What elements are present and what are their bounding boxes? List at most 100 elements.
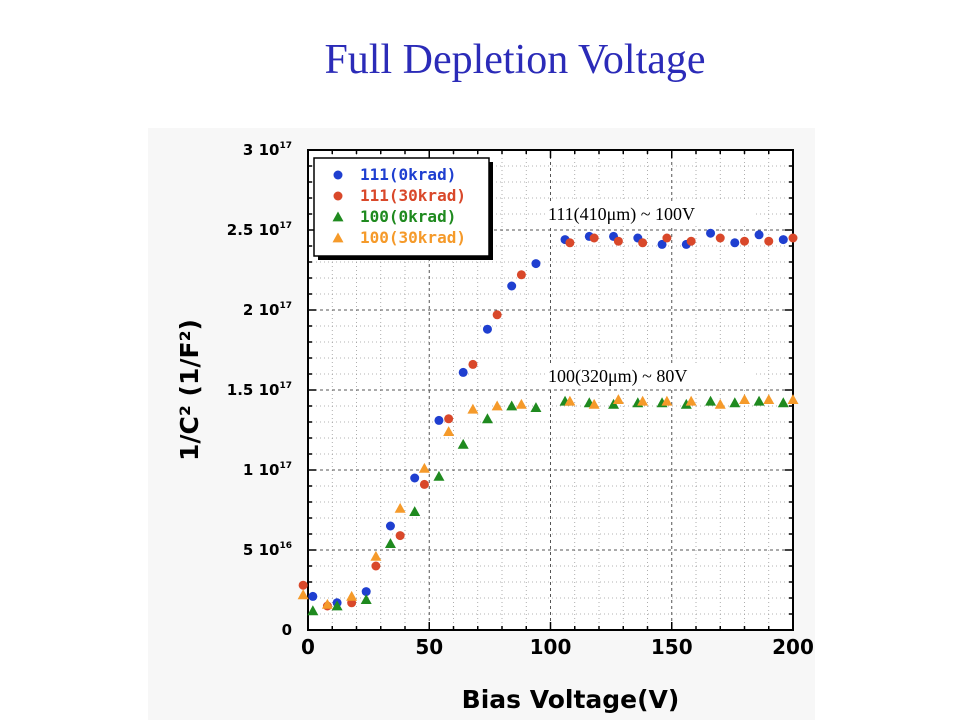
x-tick-label: 50 (415, 635, 443, 659)
data-point (730, 238, 740, 248)
legend-box (313, 157, 490, 257)
data-point (565, 238, 575, 248)
data-point (444, 414, 454, 424)
legend-label: 100(0krad) (360, 207, 456, 226)
data-point (613, 236, 623, 246)
data-point (530, 402, 542, 412)
data-point (298, 580, 308, 590)
annotation-label: 111(410μm) ~ 100V (548, 204, 695, 225)
data-points (297, 228, 799, 616)
data-point (754, 230, 764, 240)
data-point (564, 395, 576, 406)
data-point (482, 324, 492, 334)
chart: 0 50 100 150 200 0 5 1016 1 1017 1.5 1017 2 1017 2… (175, 141, 814, 714)
data-point (739, 394, 750, 404)
y-tick-label: 3 1017 (243, 141, 292, 159)
data-point (433, 470, 445, 481)
y-tick-label: 5 1016 (243, 541, 292, 559)
data-point (740, 236, 749, 246)
data-point (467, 403, 479, 414)
data-point (588, 398, 600, 409)
data-point (360, 594, 372, 604)
y-tick-label: 2.5 1017 (227, 221, 292, 239)
data-point (777, 397, 789, 408)
x-tick-label: 0 (301, 635, 315, 659)
data-point (321, 598, 333, 609)
data-point (662, 233, 672, 243)
data-point (481, 413, 493, 424)
data-point (307, 605, 319, 616)
data-point (516, 270, 526, 280)
legend: 111(0krad) 111(30krad) 100(0krad) 100(30kra… (313, 157, 493, 260)
data-point (297, 589, 309, 600)
data-point (753, 395, 765, 406)
data-point (764, 236, 774, 246)
data-point (419, 479, 429, 489)
data-point (515, 398, 527, 409)
data-point (410, 473, 420, 483)
y-axis-title: 1/C² (1/F²) (175, 319, 204, 461)
data-point (657, 239, 667, 249)
data-point (443, 426, 455, 436)
axes: 0 50 100 150 200 0 5 1016 1 1017 1.5 1017 2 1017 2… (175, 141, 814, 714)
data-point (346, 590, 358, 601)
data-point (763, 394, 775, 404)
data-point (788, 233, 798, 243)
legend-marker (332, 211, 344, 222)
data-point (685, 395, 697, 406)
annotation-bg (546, 202, 756, 226)
x-tick-label: 200 (772, 635, 814, 659)
x-axis-title: Bias Voltage(V) (462, 685, 680, 714)
annotation-bg (546, 364, 756, 388)
data-point (371, 561, 381, 571)
data-point (638, 238, 648, 248)
data-point (705, 395, 717, 406)
plot-panel: 0 50 100 150 200 0 5 1016 1 1017 1.5 1017 2 1017 2… (148, 128, 815, 720)
data-point (778, 235, 788, 245)
legend-marker (332, 232, 344, 243)
data-point (589, 233, 599, 243)
data-point (370, 550, 382, 561)
data-point (787, 394, 799, 404)
data-point (308, 591, 318, 601)
slide-title: Full Depletion Voltage (324, 37, 706, 83)
data-point (506, 400, 518, 411)
data-point (394, 502, 406, 513)
annotation-label: 100(320μm) ~ 80V (548, 366, 687, 387)
data-point (409, 506, 421, 516)
x-tick-label: 150 (651, 635, 693, 659)
x-tick-label: 100 (530, 635, 572, 659)
data-point (714, 398, 726, 409)
data-point (458, 367, 468, 377)
data-point (637, 395, 649, 406)
data-point (507, 281, 517, 291)
legend-marker (333, 191, 343, 201)
y-tick-label: 0 (282, 621, 292, 639)
data-point (612, 394, 624, 404)
y-tick-label: 2 1017 (243, 301, 292, 319)
data-point (468, 359, 478, 369)
data-point (361, 587, 371, 597)
data-point (729, 397, 741, 408)
data-point (395, 531, 405, 541)
legend-label: 111(30krad) (360, 186, 466, 205)
data-point (385, 521, 395, 531)
legend-label: 111(0krad) (360, 165, 456, 184)
data-point (680, 398, 692, 409)
annotations: 111(410μm) ~ 100V 100(320μm) ~ 80V (546, 202, 756, 388)
data-point (331, 600, 343, 611)
data-point (686, 236, 696, 246)
data-point (457, 438, 469, 449)
data-point (434, 415, 444, 425)
y-tick-label: 1 1017 (243, 461, 292, 479)
data-point (491, 400, 503, 411)
legend-marker (333, 170, 343, 180)
data-point (384, 538, 396, 548)
data-point (492, 310, 502, 320)
legend-label: 100(30krad) (360, 228, 466, 247)
data-point (418, 462, 430, 473)
y-tick-label: 1.5 1017 (227, 381, 292, 399)
data-point (706, 228, 716, 238)
data-point (531, 259, 541, 269)
data-point (661, 395, 673, 406)
